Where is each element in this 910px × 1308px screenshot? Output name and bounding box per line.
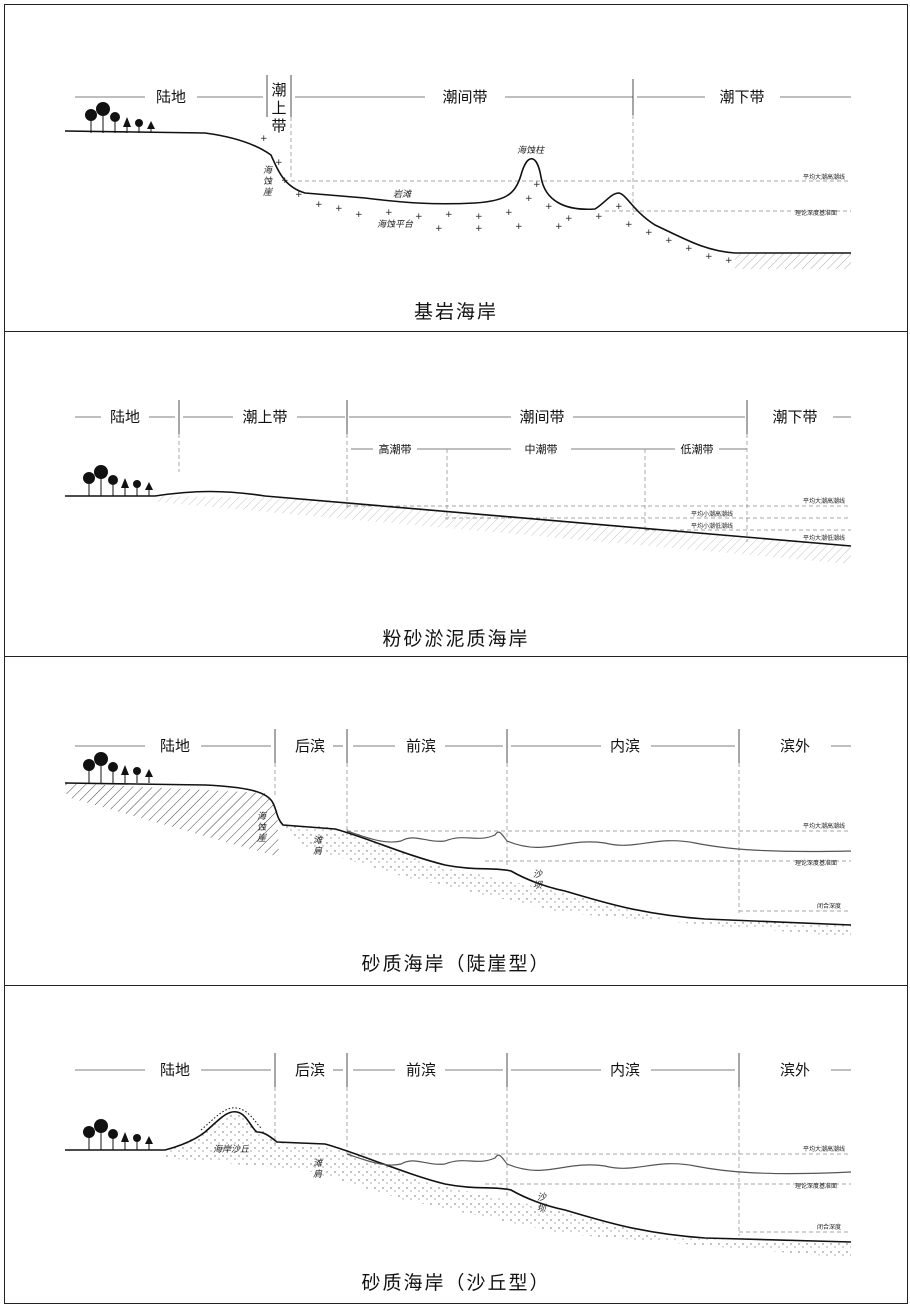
level-datum: 理论深度基准面 [795, 1182, 837, 1190]
svg-text:+: + [275, 158, 283, 168]
svg-text:带: 带 [271, 117, 286, 135]
zone-supratidal: 潮上带 [242, 408, 287, 426]
svg-text:+: + [625, 220, 633, 230]
panel-title: 砂质海岸（沙丘型） [361, 1272, 551, 1294]
zone-subtidal: 潮下带 [719, 88, 764, 106]
panel-sand-cliff-coast: 陆地 后滨 前滨 内滨 滨外 平均大潮高潮线 理论深度基准面 闭合深度 [4, 656, 908, 986]
label-sea-cliff: 海蚀崖 [257, 811, 268, 844]
svg-text:+: + [665, 236, 673, 246]
zone-foreshore: 前滨 [406, 1061, 436, 1079]
label-berm: 滩肩 [313, 835, 323, 857]
level-closure: 闭合深度 [817, 902, 841, 910]
zone-offshore: 滨外 [780, 1061, 810, 1079]
subzone-mid: 中潮带 [525, 442, 558, 456]
svg-text:+: + [335, 204, 343, 214]
label-sea-cliff: 海蚀崖 [263, 165, 274, 198]
silt-profile [65, 490, 852, 547]
svg-text:+: + [385, 208, 393, 218]
svg-text:+: + [295, 190, 303, 200]
svg-text:+: + [525, 194, 533, 204]
tree-icons [83, 752, 153, 783]
svg-text:+: + [475, 224, 483, 234]
svg-text:+: + [595, 212, 603, 222]
rock-texture: +++ ++ + + + + + + + +++ + ++ +++ ++ + + + + + [260, 134, 733, 266]
level-mhw: 平均大潮高潮线 [803, 822, 845, 830]
panel-bedrock-coast: 陆地 潮间带 潮下带 潮 上 带 平均大潮高潮线 理论深度基准面 + + + [4, 4, 908, 332]
svg-text:+: + [281, 176, 289, 186]
level-mhw: 平均大潮高潮线 [803, 173, 845, 181]
panel-title: 粉砂淤泥质海岸 [382, 628, 530, 650]
sand-dune-profile [65, 1110, 852, 1243]
zone-offshore: 滨外 [780, 737, 810, 755]
wave-line [346, 1153, 852, 1175]
wave-line [346, 830, 852, 853]
label-rock-beach: 岩滩 [393, 189, 412, 200]
sand-cliff-diagram: 陆地 后滨 前滨 内滨 滨外 平均大潮高潮线 理论深度基准面 闭合深度 [64, 729, 852, 937]
panel-title: 砂质海岸（陡崖型） [361, 953, 551, 975]
svg-text:+: + [725, 256, 733, 266]
sand-dune-diagram: 陆地 后滨 前滨 内滨 滨外 平均大潮高潮线 理论深度基准面 闭合深度 [65, 1053, 852, 1258]
tree-icons [83, 465, 153, 496]
zone-subtidal: 潮下带 [772, 408, 817, 426]
level-mnhw: 平均小潮高潮线 [691, 510, 733, 518]
svg-text:+: + [445, 210, 453, 220]
label-sandbar: 沙坝 [537, 1192, 547, 1214]
label-sea-stack: 海蚀柱 [517, 145, 545, 156]
svg-text:+: + [260, 134, 268, 144]
label-sandbar: 沙坝 [533, 869, 543, 891]
zone-intertidal: 潮间带 [442, 88, 487, 106]
svg-text:+: + [355, 210, 363, 220]
svg-text:+: + [705, 252, 713, 262]
level-closure: 闭合深度 [817, 1223, 841, 1231]
svg-text:+: + [545, 202, 553, 212]
label-dune: 海岸沙丘 [213, 1144, 250, 1155]
label-berm: 滩肩 [313, 1158, 323, 1180]
zone-supratidal: 潮 上 带 [271, 81, 286, 135]
tree-icons [85, 102, 155, 133]
zone-backshore: 后滨 [295, 1061, 325, 1079]
level-mhw: 平均大潮高潮线 [803, 1145, 845, 1153]
bedrock-diagram: 陆地 潮间带 潮下带 潮 上 带 平均大潮高潮线 理论深度基准面 +++ [64, 75, 851, 269]
level-mhw: 平均大潮高潮线 [803, 497, 845, 505]
svg-text:+: + [533, 180, 541, 190]
zone-land: 陆地 [160, 1061, 190, 1079]
zone-inshore: 内滨 [610, 1061, 640, 1079]
sand-cliff-profile [64, 782, 852, 926]
zone-land: 陆地 [160, 737, 190, 755]
svg-text:+: + [515, 222, 523, 232]
level-mlw: 平均大潮低潮线 [803, 534, 845, 542]
zone-intertidal: 潮间带 [519, 408, 564, 426]
svg-text:+: + [555, 222, 563, 232]
tree-icons [83, 1119, 153, 1150]
bedrock-profile [64, 130, 851, 254]
panel-title: 基岩海岸 [413, 301, 498, 323]
svg-text:上: 上 [271, 99, 286, 117]
svg-text:+: + [505, 208, 513, 218]
zone-foreshore: 前滨 [406, 737, 436, 755]
level-datum: 理论深度基准面 [795, 859, 837, 867]
silt-diagram: 陆地 潮上带 潮间带 潮下带 高潮带 中潮带 低潮带 平均大潮高潮线 平均小潮高… [65, 400, 852, 564]
svg-text:+: + [475, 212, 483, 222]
panel-silt-coast: 陆地 潮上带 潮间带 潮下带 高潮带 中潮带 低潮带 平均大潮高潮线 平均小潮高… [4, 331, 908, 657]
subzone-high: 高潮带 [379, 442, 412, 456]
svg-text:潮: 潮 [271, 81, 286, 99]
svg-text:+: + [565, 214, 573, 224]
zone-inshore: 内滨 [610, 737, 640, 755]
svg-text:+: + [685, 244, 693, 254]
subzone-low: 低潮带 [681, 442, 714, 456]
svg-text:+: + [615, 202, 623, 212]
svg-text:+: + [435, 224, 443, 234]
zone-header [75, 75, 851, 117]
svg-text:+: + [415, 212, 423, 222]
label-platform: 海蚀平台 [377, 219, 414, 230]
level-mnlw: 平均小潮低潮线 [691, 522, 733, 530]
svg-text:+: + [645, 228, 653, 238]
zone-backshore: 后滨 [295, 737, 325, 755]
panel-sand-dune-coast: 陆地 后滨 前滨 内滨 滨外 平均大潮高潮线 理论深度基准面 闭合深度 [4, 985, 908, 1304]
zone-land: 陆地 [156, 88, 186, 106]
zone-land: 陆地 [110, 408, 140, 426]
svg-text:+: + [315, 200, 323, 210]
level-datum: 理论深度基准面 [795, 209, 837, 217]
